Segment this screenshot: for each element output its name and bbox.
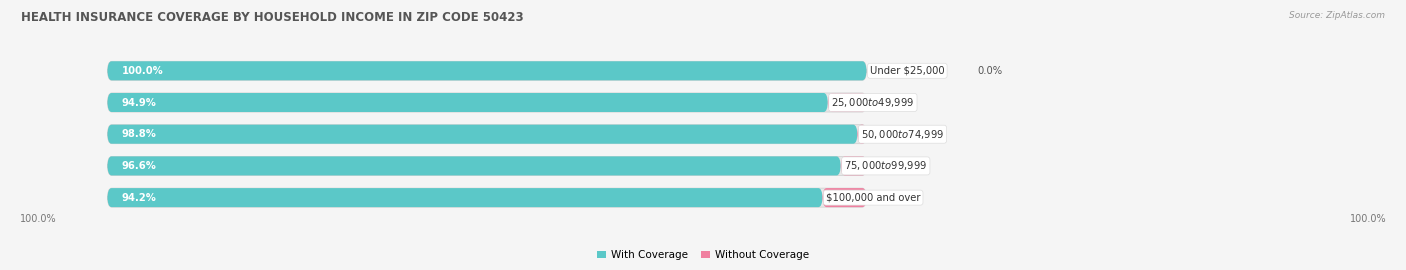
FancyBboxPatch shape: [107, 156, 866, 176]
Text: 100.0%: 100.0%: [20, 214, 56, 224]
FancyBboxPatch shape: [107, 188, 866, 207]
Text: HEALTH INSURANCE COVERAGE BY HOUSEHOLD INCOME IN ZIP CODE 50423: HEALTH INSURANCE COVERAGE BY HOUSEHOLD I…: [21, 11, 523, 24]
FancyBboxPatch shape: [107, 156, 841, 176]
Text: 100.0%: 100.0%: [121, 66, 163, 76]
FancyBboxPatch shape: [841, 156, 866, 176]
Text: 1.2%: 1.2%: [880, 129, 905, 139]
FancyBboxPatch shape: [107, 188, 823, 207]
Text: 3.4%: 3.4%: [880, 161, 905, 171]
Legend: With Coverage, Without Coverage: With Coverage, Without Coverage: [592, 246, 814, 265]
FancyBboxPatch shape: [823, 188, 866, 207]
Text: Under $25,000: Under $25,000: [870, 66, 945, 76]
FancyBboxPatch shape: [858, 125, 866, 144]
FancyBboxPatch shape: [107, 93, 866, 112]
Text: 94.2%: 94.2%: [121, 193, 156, 202]
FancyBboxPatch shape: [107, 125, 866, 144]
FancyBboxPatch shape: [107, 61, 866, 80]
FancyBboxPatch shape: [107, 93, 828, 112]
Text: Source: ZipAtlas.com: Source: ZipAtlas.com: [1289, 11, 1385, 20]
FancyBboxPatch shape: [107, 125, 858, 144]
FancyBboxPatch shape: [828, 93, 866, 112]
Text: 5.8%: 5.8%: [880, 193, 905, 202]
FancyBboxPatch shape: [107, 61, 866, 80]
Text: 100.0%: 100.0%: [1350, 214, 1386, 224]
Text: 0.0%: 0.0%: [977, 66, 1002, 76]
Text: 98.8%: 98.8%: [121, 129, 156, 139]
Text: 94.9%: 94.9%: [121, 97, 156, 107]
Text: $75,000 to $99,999: $75,000 to $99,999: [844, 159, 928, 173]
Text: $50,000 to $74,999: $50,000 to $74,999: [860, 128, 943, 141]
Text: 5.1%: 5.1%: [880, 97, 905, 107]
Text: 96.6%: 96.6%: [121, 161, 156, 171]
Text: $25,000 to $49,999: $25,000 to $49,999: [831, 96, 914, 109]
Text: $100,000 and over: $100,000 and over: [825, 193, 921, 202]
